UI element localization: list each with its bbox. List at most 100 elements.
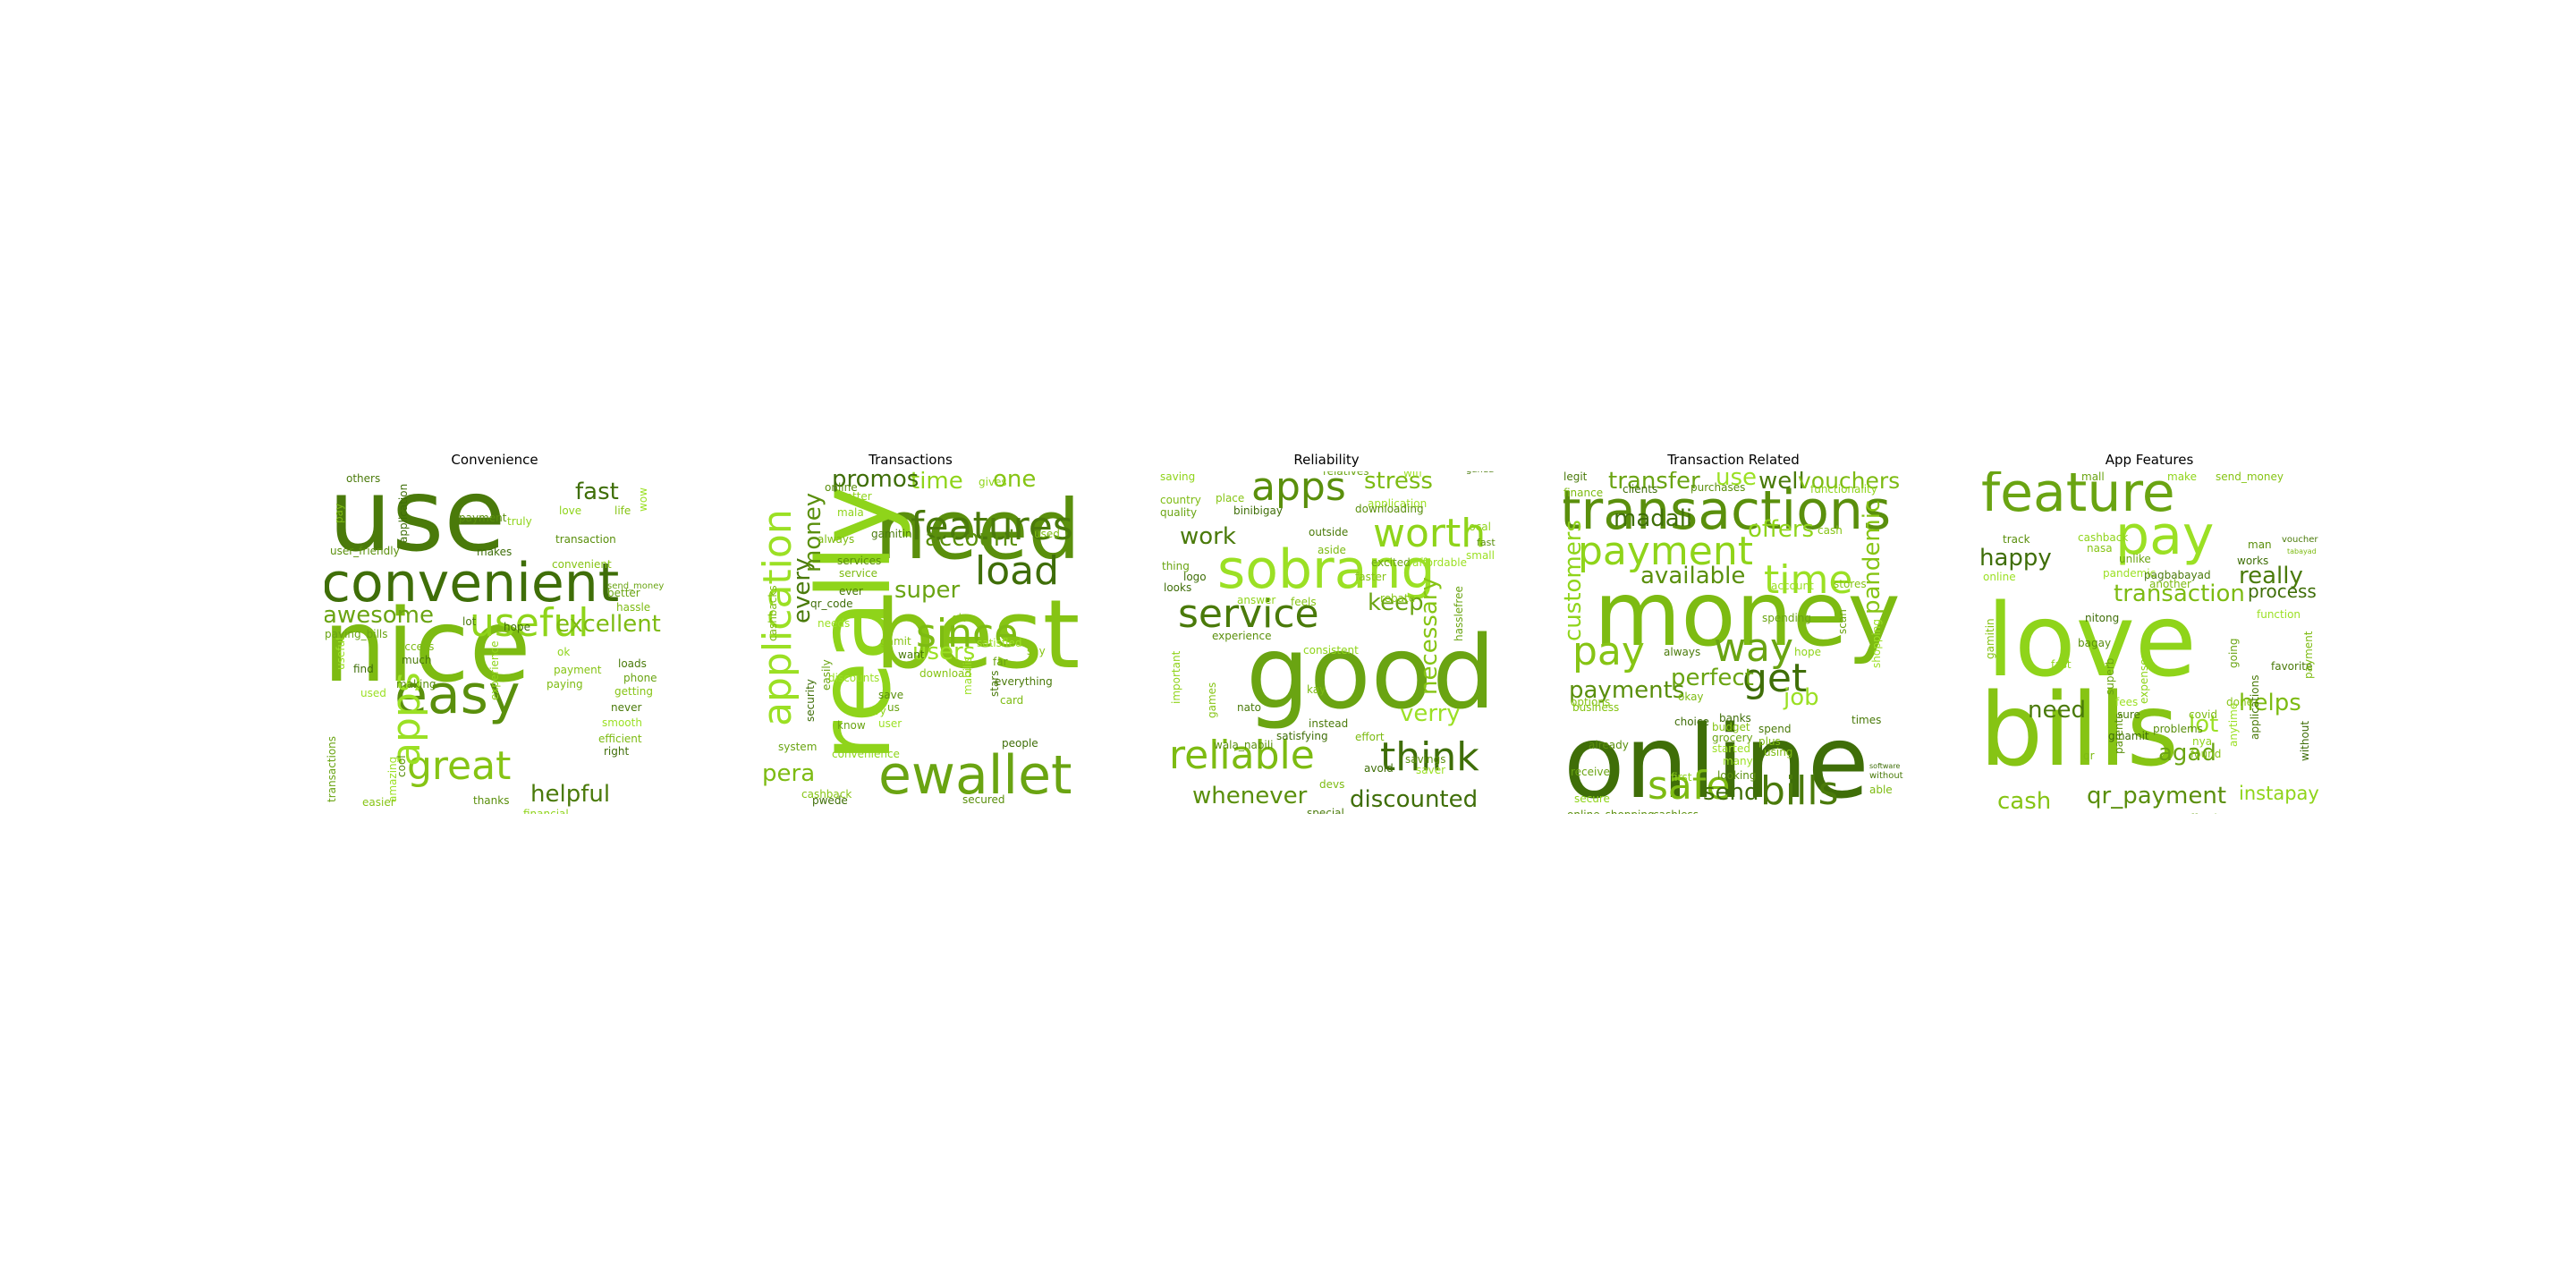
word: able [1869, 784, 1893, 796]
word: really [2239, 563, 2303, 589]
word: make [2167, 471, 2197, 483]
word: cashless [1653, 809, 1699, 814]
word: great [407, 743, 512, 789]
word: instapay [2239, 783, 2319, 804]
panel-title: Convenience [451, 452, 538, 468]
word: pay [2115, 504, 2215, 567]
word: cash [1997, 788, 2052, 814]
word: gamitin [1984, 618, 1996, 659]
word: service [1178, 591, 1319, 637]
word: best [875, 580, 1080, 690]
word: downloading [1355, 503, 1424, 515]
word: without [1869, 771, 1903, 781]
word: pandemic [1859, 499, 1885, 614]
word: savings [1405, 753, 1446, 766]
word: aside [1318, 544, 1346, 556]
word: ganda [1466, 471, 1494, 475]
word: rebate [1380, 592, 1416, 605]
word: convenient [552, 558, 612, 571]
word: online_shopping [1567, 809, 1655, 814]
word: pay [333, 503, 345, 523]
word: qr_payment [2087, 783, 2227, 809]
word: looks [1164, 581, 1192, 594]
word: find [353, 663, 374, 675]
word: answer [1237, 594, 1276, 606]
word: pandemic [2103, 567, 2157, 580]
word: another [2149, 578, 2191, 590]
word: fast [1477, 537, 1496, 548]
word: easier [362, 796, 395, 809]
word: better [839, 490, 872, 503]
word: keep [1368, 589, 1424, 616]
word: looking [1717, 769, 1757, 782]
word: time [1764, 557, 1853, 603]
word: anytime [2227, 702, 2240, 747]
word: secured [962, 793, 1005, 806]
word: mala [837, 506, 864, 519]
word: awesome [325, 602, 434, 629]
word: love [559, 504, 582, 517]
word: whenever [1192, 783, 1308, 809]
word: business [1572, 701, 1620, 714]
word: send [1703, 779, 1759, 806]
word: going [2227, 638, 2240, 668]
word: pay [1572, 629, 1645, 674]
word: stores [1834, 578, 1867, 590]
word: save [878, 689, 904, 701]
word: verry [1400, 700, 1461, 727]
word: since [916, 611, 1019, 657]
word: thanks [473, 794, 510, 807]
word: perfect [1671, 665, 1754, 691]
wordcloud-transaction-related: money online transactions payment pay way time… [1563, 471, 1903, 814]
word: way [1714, 625, 1793, 671]
word: budget [1712, 721, 1750, 733]
word: reliable [1169, 733, 1315, 778]
word: used [360, 687, 386, 699]
word: getting [614, 685, 653, 698]
word: online [1563, 705, 1869, 814]
word: send_money [607, 581, 665, 591]
word: gamit [880, 635, 911, 648]
word: started [1712, 742, 1750, 755]
word: everything [995, 675, 1053, 688]
word: hope [504, 621, 530, 633]
word: games [1206, 682, 1218, 718]
word: clients [1623, 483, 1658, 496]
word: loads [618, 657, 647, 670]
word: transactions [326, 735, 338, 802]
word: smooth [602, 716, 642, 729]
word: money [1594, 562, 1901, 666]
word: lot [2189, 711, 2219, 738]
word: services [837, 555, 882, 567]
word: binibigay [1233, 504, 1283, 517]
word: ginamit [2108, 730, 2149, 742]
word: qr [2083, 750, 2095, 762]
word: mabilis [962, 657, 974, 695]
word: wala_nabili [1214, 739, 1274, 751]
word: wifi [1403, 471, 1422, 479]
word: promos [832, 471, 919, 493]
word: kay [1307, 683, 1326, 696]
word: try [871, 705, 886, 717]
word: effort [1355, 731, 1385, 743]
word: favorite [2271, 660, 2313, 673]
word: security [804, 679, 817, 722]
wordcloud-panel-transaction-related: Transaction Related money online transacti… [1563, 452, 1903, 814]
word: account [1771, 580, 1814, 592]
word: using [1764, 746, 1793, 758]
word: process [2248, 580, 2317, 602]
word: works [2237, 555, 2269, 567]
word: feature [1981, 471, 2175, 524]
word: discounts [828, 672, 880, 684]
word: spend [1758, 723, 1792, 735]
word: us [887, 701, 900, 714]
word: helps [2239, 690, 2301, 716]
word: need [875, 482, 1080, 578]
word: feels [1291, 596, 1317, 608]
word: bills [1979, 673, 2179, 789]
word: makes [477, 546, 513, 558]
word: excellent [555, 611, 661, 638]
word: consistent [1303, 644, 1359, 657]
word: one [993, 471, 1037, 493]
word: useful [335, 637, 347, 670]
